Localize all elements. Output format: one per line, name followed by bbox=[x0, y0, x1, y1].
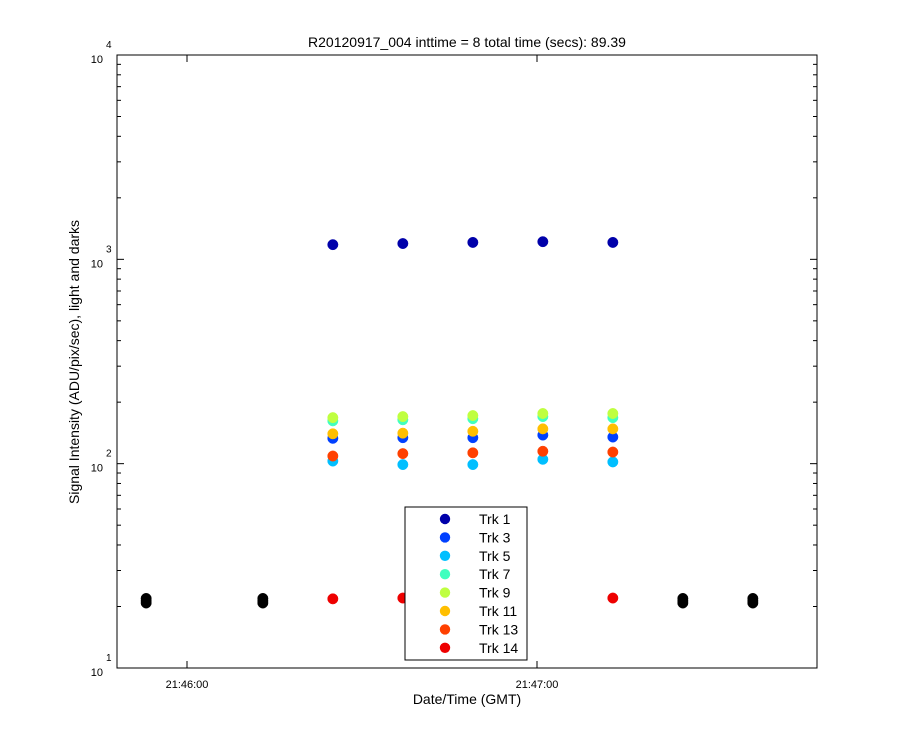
legend-marker bbox=[439, 569, 451, 580]
legend-marker bbox=[439, 605, 451, 617]
x-tick-label: 21:47:00 bbox=[516, 679, 559, 691]
data-point bbox=[327, 412, 339, 424]
data-point bbox=[607, 236, 619, 248]
data-point bbox=[140, 592, 152, 604]
y-tick-label: 10 bbox=[91, 667, 103, 679]
legend-marker bbox=[439, 513, 451, 525]
data-point bbox=[467, 447, 479, 459]
y-tick-label: 10 bbox=[91, 54, 103, 66]
data-point bbox=[537, 445, 549, 457]
legend-marker bbox=[439, 624, 451, 635]
legend-label: Trk 14 bbox=[479, 640, 518, 656]
data-point bbox=[397, 427, 409, 439]
x-tick-label: 21:46:00 bbox=[166, 679, 209, 691]
y-tick-exponent: 2 bbox=[106, 449, 112, 460]
data-point bbox=[397, 411, 409, 423]
y-tick-label: 10 bbox=[91, 463, 103, 475]
data-point bbox=[467, 459, 479, 471]
data-point bbox=[467, 236, 479, 248]
data-point bbox=[537, 423, 549, 435]
legend-marker bbox=[439, 550, 451, 561]
legend-marker bbox=[439, 587, 451, 598]
plot-frame bbox=[116, 54, 818, 669]
y-tick-exponent: 3 bbox=[106, 244, 112, 255]
data-point bbox=[327, 450, 339, 462]
data-point bbox=[327, 239, 339, 251]
legend: Trk 1 Trk 3 Trk 5 Trk 7 Trk 9 Trk 11 Trk 13 Trk… bbox=[404, 506, 528, 661]
y-tick-exponent: 4 bbox=[106, 40, 112, 51]
y-tick-label: 10 bbox=[91, 258, 103, 270]
data-point bbox=[397, 459, 409, 471]
data-point bbox=[747, 592, 759, 604]
data-point bbox=[677, 592, 689, 604]
legend-label: Trk 5 bbox=[479, 548, 511, 564]
data-point bbox=[467, 425, 479, 437]
data-point bbox=[537, 236, 549, 248]
x-tick-labels: 21:46:00 21:47:00 bbox=[166, 679, 559, 691]
legend-label: Trk 3 bbox=[479, 529, 511, 545]
data-point bbox=[257, 592, 269, 604]
data-point bbox=[467, 410, 479, 421]
data-point bbox=[327, 428, 339, 440]
data-point bbox=[397, 238, 409, 249]
data-points bbox=[140, 236, 759, 609]
y-axis-label: Signal Intensity (ADU/pix/sec), light an… bbox=[66, 220, 82, 504]
data-point bbox=[607, 592, 619, 604]
legend-marker bbox=[439, 532, 451, 543]
data-point bbox=[607, 408, 619, 419]
legend-label: Trk 9 bbox=[479, 585, 511, 601]
data-point bbox=[607, 456, 619, 468]
data-point bbox=[327, 593, 339, 605]
legend-label: Trk 13 bbox=[479, 621, 518, 637]
legend-box bbox=[404, 506, 528, 661]
chart-title: R20120917_004 inttime = 8 total time (se… bbox=[308, 34, 626, 50]
data-point bbox=[607, 423, 619, 435]
x-axis-label: Date/Time (GMT) bbox=[413, 691, 521, 707]
y-tick-exponent: 1 bbox=[106, 653, 112, 664]
data-point bbox=[537, 408, 549, 419]
legend-label: Trk 7 bbox=[479, 566, 511, 582]
data-point bbox=[607, 446, 619, 458]
legend-label: Trk 1 bbox=[479, 511, 511, 527]
legend-marker bbox=[439, 642, 451, 653]
legend-label: Trk 11 bbox=[479, 603, 517, 619]
data-point bbox=[397, 448, 409, 460]
axis-ticks bbox=[117, 55, 817, 669]
